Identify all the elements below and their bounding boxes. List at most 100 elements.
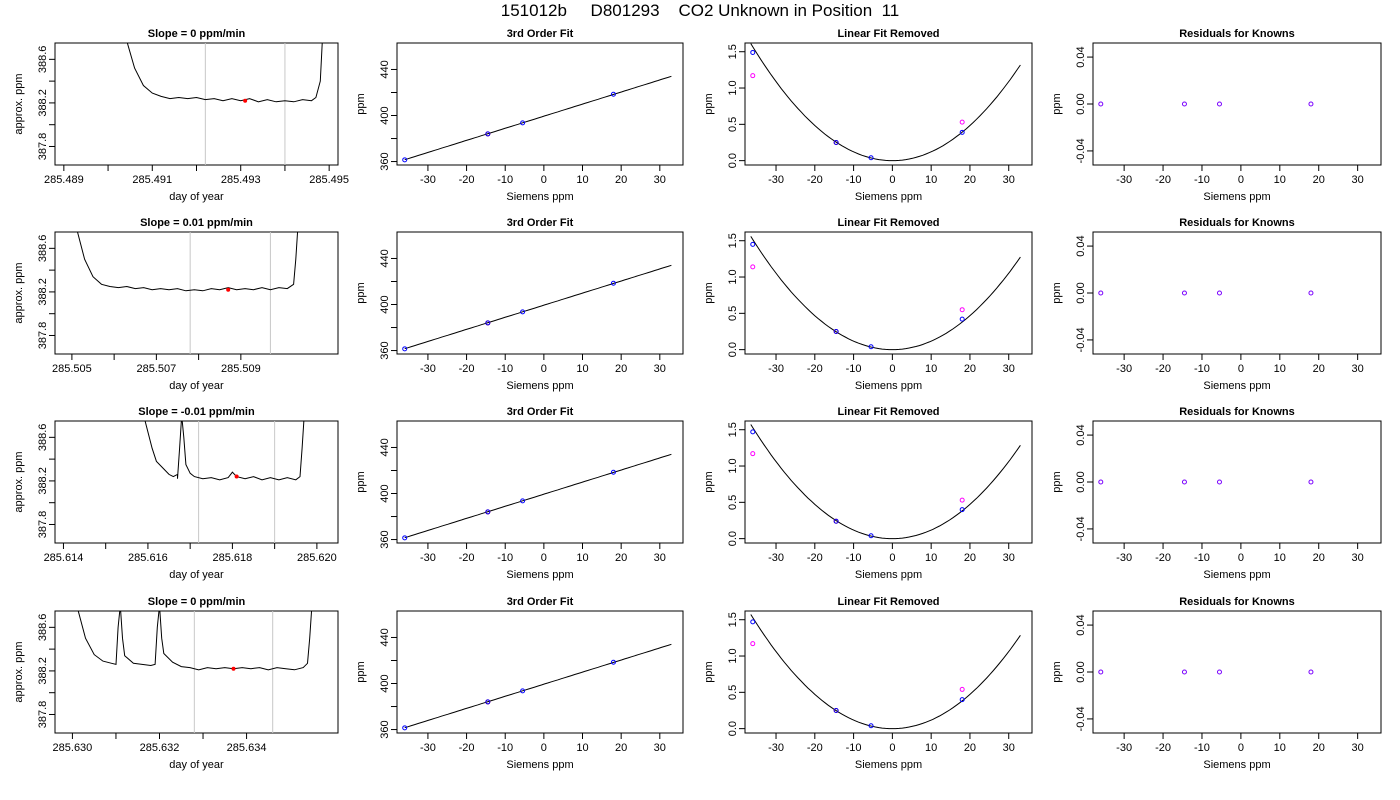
panel-r2c1-x-tick-label: 285.509 xyxy=(221,363,261,375)
panel-r2c2-x-tick-label: 0 xyxy=(541,363,547,375)
panel-r4c3-point-known xyxy=(833,707,839,713)
panel-r4c3-title: Linear Fit Removed xyxy=(837,596,939,608)
panel-r3c2-x-axis-label: Siemens ppm xyxy=(506,569,573,581)
panel-r3c4-y-tick-label: -0.04 xyxy=(1075,516,1087,541)
panel-r1c4-title: Residuals for Knowns xyxy=(1179,28,1295,40)
panel-r1c1-trace-line xyxy=(126,43,323,103)
panel-r1c2-title: 3rd Order Fit xyxy=(507,28,574,40)
panel-r3c3-x-tick-label: 0 xyxy=(889,552,895,564)
panel-r2c4-x-tick-label: 10 xyxy=(1274,363,1286,375)
panel-r1c3-x-tick-label: 0 xyxy=(889,174,895,186)
panel-r2c2-x-tick-label: -20 xyxy=(459,363,475,375)
panel-r1c3-x-tick-label: -10 xyxy=(846,174,862,186)
panel-r4c3-x-tick-label: -10 xyxy=(846,742,862,754)
panel-r2c3-y-axis-label: ppm xyxy=(703,282,715,303)
panel-r4c3-point-known xyxy=(959,697,965,703)
panel-r3c1-x-tick-label: 285.614 xyxy=(44,552,84,564)
panel-r2c1-mean-point xyxy=(226,287,231,292)
panel-r3c3-x-tick-label: 30 xyxy=(1003,552,1015,564)
panel-r4c2-x-tick-label: 10 xyxy=(576,742,588,754)
panel-r3c2-x-tick-label: 20 xyxy=(615,552,627,564)
panel-r4c4-x-tick-label: 30 xyxy=(1352,742,1364,754)
panel-r3c3-x-tick-label: -20 xyxy=(807,552,823,564)
panel-r4c3-x-tick-label: 30 xyxy=(1003,742,1015,754)
panel-r1c4-point-residual xyxy=(1098,101,1104,107)
panel-r2c3-title: Linear Fit Removed xyxy=(837,217,939,229)
panel-r3c4-x-axis-label: Siemens ppm xyxy=(1203,569,1270,581)
panel-r4c4-x-tick-label: 0 xyxy=(1238,742,1244,754)
panel-r4c4-point-residual xyxy=(1308,669,1314,675)
panel-r4c1-x-tick-label: 285.630 xyxy=(53,742,93,754)
panel-r3c4-y-axis-label: ppm xyxy=(1051,471,1063,492)
panel-r3c2-y-tick-label: 400 xyxy=(379,484,391,502)
panel-r2c3-fit-curve xyxy=(750,236,1021,351)
panel-r2c3-x-tick-label: -10 xyxy=(846,363,862,375)
panel-r2c2-fit-curve xyxy=(404,264,672,350)
panel-r1c2-y-tick-label: 440 xyxy=(379,60,391,78)
panel-r1c1-x-tick-label: 285.489 xyxy=(44,174,84,186)
page-title: 151012b D801293 CO2 Unknown in Position … xyxy=(500,1,900,20)
panel-r1c3-x-tick-label: -30 xyxy=(768,174,784,186)
panel-r1c3-point-known xyxy=(750,49,756,55)
panel-r4c2-y-axis-label: ppm xyxy=(355,661,367,682)
panel-r4c3-y-tick-label: 1.0 xyxy=(727,648,739,663)
panel-r1c4-x-tick-label: -30 xyxy=(1116,174,1132,186)
panel-r2c4-point-residual xyxy=(1216,290,1222,296)
panel-r2c2-point-known xyxy=(520,309,526,315)
panel-r3c3-x-tick-label: 10 xyxy=(925,552,937,564)
panel-r3c4-x-tick-label: -20 xyxy=(1155,552,1171,564)
panel-r1c2-y-tick-label: 360 xyxy=(379,152,391,170)
panel-r3c4-x-tick-label: 20 xyxy=(1313,552,1325,564)
panel-r4c2-x-tick-label: 30 xyxy=(654,742,666,754)
panel-r4c1-trace-line xyxy=(77,611,313,671)
panel-r3c4-x-tick-label: -10 xyxy=(1194,552,1210,564)
panel-r2c4-x-tick-label: 30 xyxy=(1352,363,1364,375)
panel-r1c3-x-tick-label: 10 xyxy=(925,174,937,186)
panel-r1c3-y-tick-label: 0.5 xyxy=(727,117,739,132)
panel-r2c2-y-axis-label: ppm xyxy=(355,282,367,303)
panel-r3c1-frame xyxy=(54,420,339,544)
panel-r2c4-point-residual xyxy=(1181,290,1187,296)
panel-r1c3-y-axis-label: ppm xyxy=(703,93,715,114)
panel-r1c1-x-axis-label: day of year xyxy=(169,191,224,203)
panel-r3c2-y-tick-label: 440 xyxy=(379,438,391,456)
panel-r3c2-x-tick-label: 0 xyxy=(541,552,547,564)
panel-r2c2-x-tick-label: 20 xyxy=(615,363,627,375)
panel-r4c3-point-known xyxy=(750,619,756,625)
panel-r1c3-point-reference xyxy=(750,73,756,79)
panel-r1c3-fit-curve xyxy=(750,43,1021,162)
panel-r2c2-y-tick-label: 400 xyxy=(379,295,391,313)
panel-r4c2-point-known xyxy=(485,699,491,705)
panel-r1c4-y-axis-label: ppm xyxy=(1051,93,1063,114)
panel-r1c1-mean-point xyxy=(243,98,248,103)
panel-r2c2-title: 3rd Order Fit xyxy=(507,217,574,229)
panel-r4c3-frame xyxy=(744,610,1033,734)
panel-r1c2-frame xyxy=(396,42,684,166)
panel-r4c3-y-tick-label: 0.5 xyxy=(727,685,739,700)
panel-r4c3-fit-curve xyxy=(750,614,1021,730)
panel-r3c2-point-known xyxy=(485,509,491,515)
panel-r3c3-point-reference xyxy=(750,451,756,457)
panel-r1c4-x-tick-label: 20 xyxy=(1313,174,1325,186)
panel-r2c1-title: Slope = 0.01 ppm/min xyxy=(140,217,253,229)
panel-r2c3-y-tick-label: 1.0 xyxy=(727,269,739,284)
panel-r2c3-y-tick-label: 0.0 xyxy=(727,342,739,357)
panel-r4c4-x-tick-label: 20 xyxy=(1313,742,1325,754)
panel-r3c1-y-tick-label: 388.6 xyxy=(37,424,49,452)
panel-r4c4-frame xyxy=(1092,610,1382,734)
panel-r1c2-fit-curve xyxy=(404,75,672,161)
panel-r4c2-y-tick-label: 400 xyxy=(379,674,391,692)
panel-r4c1-x-tick-label: 285.632 xyxy=(140,742,180,754)
panel-r4c4-point-residual xyxy=(1181,669,1187,675)
panel-r4c1-x-tick-label: 285.634 xyxy=(227,742,267,754)
panel-r4c3-x-tick-label: -30 xyxy=(768,742,784,754)
panel-r1c3-y-tick-label: 1.0 xyxy=(727,80,739,95)
panel-r1c2-y-tick-label: 400 xyxy=(379,106,391,124)
panel-r3c1-mean-point xyxy=(234,474,239,479)
panel-r3c4-point-residual xyxy=(1216,479,1222,485)
panel-r1c4-point-residual xyxy=(1216,101,1222,107)
panel-r1c3-y-tick-label: 0.0 xyxy=(727,153,739,168)
panel-r2c4-point-residual xyxy=(1098,290,1104,296)
panel-r3c3-x-tick-label: -10 xyxy=(846,552,862,564)
